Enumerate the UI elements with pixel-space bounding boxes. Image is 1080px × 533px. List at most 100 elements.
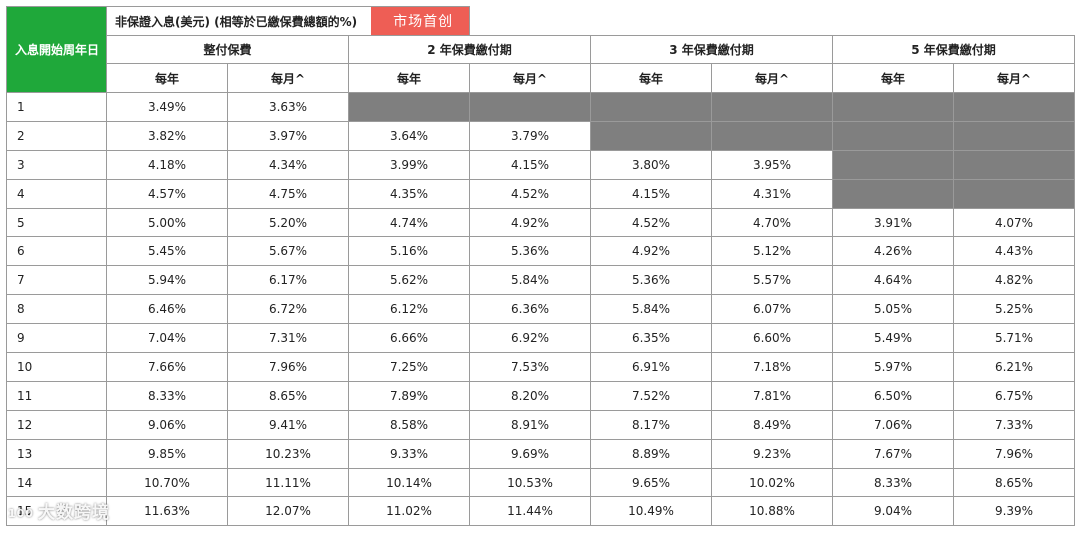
- table-row: 6 5.45% 5.67% 5.16% 5.36% 4.92% 5.12% 4.26% 4.43…: [6, 236, 1076, 267]
- not-applicable-cell: [590, 92, 712, 122]
- rate-cell: 9.41%: [227, 409, 349, 440]
- rate-cell: 4.82%: [952, 265, 1076, 296]
- group-header-2-year: 2 年保費繳付期: [348, 35, 591, 64]
- rate-cell: 3.97%: [227, 120, 349, 151]
- rate-cell: 4.34%: [227, 149, 349, 180]
- rate-cell: 9.39%: [952, 496, 1076, 527]
- row-label-anniversary: 15: [6, 496, 107, 527]
- not-applicable-cell: [832, 149, 954, 180]
- rate-cell: 4.92%: [469, 207, 591, 238]
- row-label-anniversary: 11: [6, 380, 107, 411]
- non-guaranteed-income-table: 入息開始周年日 非保證入息(美元) (相等於已繳保費總額的%) 市场首创 整付保費…: [6, 6, 1076, 527]
- rate-cell: 11.44%: [469, 496, 591, 527]
- rate-cell: 3.82%: [106, 120, 228, 151]
- rate-cell: 6.75%: [952, 380, 1076, 411]
- rate-cell: 5.84%: [469, 265, 591, 296]
- table-row: 5 5.00% 5.20% 4.74% 4.92% 4.52% 4.70% 3.91% 4.07…: [6, 207, 1076, 238]
- not-applicable-cell: [348, 92, 470, 122]
- rate-cell: 5.84%: [590, 294, 712, 325]
- rate-cell: 5.62%: [348, 265, 470, 296]
- rate-cell: 8.65%: [952, 467, 1076, 498]
- rate-cell: 6.21%: [952, 352, 1076, 382]
- rate-cell: 6.72%: [227, 294, 349, 325]
- rate-cell: 4.15%: [469, 149, 591, 180]
- rate-cell: 3.95%: [711, 149, 833, 180]
- rate-cell: 5.67%: [227, 236, 349, 267]
- rate-cell: 4.64%: [832, 265, 954, 296]
- table-title-text: 非保證入息(美元) (相等於已繳保費總額的%): [115, 14, 358, 29]
- subheader-annual: 每年: [590, 63, 712, 93]
- watermark-text: 大数跨境: [37, 503, 110, 523]
- row-label-anniversary: 9: [6, 323, 107, 354]
- rate-cell: 11.63%: [106, 496, 228, 527]
- watermark-logo-icon: 100: [8, 506, 34, 520]
- table-row: 7 5.94% 6.17% 5.62% 5.84% 5.36% 5.57% 4.64% 4.82…: [6, 265, 1076, 296]
- rate-cell: 8.33%: [106, 380, 228, 411]
- rate-cell: 7.33%: [952, 409, 1076, 440]
- table-row: 3 4.18% 4.34% 3.99% 4.15% 3.80% 3.95%: [6, 149, 1076, 180]
- row-label-anniversary: 1: [6, 92, 107, 122]
- rate-cell: 4.26%: [832, 236, 954, 267]
- rate-cell: 9.04%: [832, 496, 954, 527]
- rate-cell: 6.92%: [469, 323, 591, 354]
- table-row: 4 4.57% 4.75% 4.35% 4.52% 4.15% 4.31%: [6, 178, 1076, 209]
- rate-cell: 4.15%: [590, 178, 712, 209]
- row-label-anniversary: 14: [6, 467, 107, 498]
- rate-cell: 8.33%: [832, 467, 954, 498]
- group-header-3-year: 3 年保費繳付期: [590, 35, 833, 64]
- rate-cell: 5.36%: [590, 265, 712, 296]
- rate-cell: 9.06%: [106, 409, 228, 440]
- rate-cell: 6.91%: [590, 352, 712, 382]
- rate-cell: 11.11%: [227, 467, 349, 498]
- rate-cell: 7.53%: [469, 352, 591, 382]
- table-row: 15 11.63% 12.07% 11.02% 11.44% 10.49% 10.88% 9.…: [6, 496, 1076, 527]
- row-label-anniversary: 6: [6, 236, 107, 267]
- row-label-anniversary: 7: [6, 265, 107, 296]
- table-row: 14 10.70% 11.11% 10.14% 10.53% 9.65% 10.02% 8.3…: [6, 467, 1076, 498]
- rate-cell: 6.36%: [469, 294, 591, 325]
- rate-cell: 8.17%: [590, 409, 712, 440]
- rate-cell: 5.49%: [832, 323, 954, 354]
- rate-cell: 7.89%: [348, 380, 470, 411]
- rate-cell: 9.23%: [711, 438, 833, 469]
- table-row: 9 7.04% 7.31% 6.66% 6.92% 6.35% 6.60% 5.49% 5.71…: [6, 323, 1076, 354]
- row-label-anniversary: 2: [6, 120, 107, 151]
- table-row: 11 8.33% 8.65% 7.89% 8.20% 7.52% 7.81% 6.50% 6.7…: [6, 380, 1076, 411]
- rate-cell: 10.23%: [227, 438, 349, 469]
- group-header-5-year: 5 年保費繳付期: [831, 35, 1076, 64]
- rate-cell: 11.02%: [348, 496, 470, 527]
- rate-cell: 4.43%: [952, 236, 1076, 267]
- rate-cell: 6.60%: [711, 323, 833, 354]
- rate-cell: 8.58%: [348, 409, 470, 440]
- rate-cell: 4.35%: [348, 178, 470, 209]
- rate-cell: 5.05%: [832, 294, 954, 325]
- rate-cell: 5.12%: [711, 236, 833, 267]
- rate-cell: 4.92%: [590, 236, 712, 267]
- not-applicable-cell: [590, 120, 712, 151]
- not-applicable-cell: [952, 92, 1076, 122]
- rate-cell: 6.35%: [590, 323, 712, 354]
- title-row-blank: [468, 6, 1075, 36]
- rate-cell: 4.52%: [469, 178, 591, 209]
- rate-cell: 7.31%: [227, 323, 349, 354]
- not-applicable-cell: [832, 178, 954, 209]
- rate-cell: 9.65%: [590, 467, 712, 498]
- rate-cell: 7.66%: [106, 352, 228, 382]
- rate-cell: 4.07%: [952, 207, 1076, 238]
- table-row: 10 7.66% 7.96% 7.25% 7.53% 6.91% 7.18% 5.97% 6.2…: [6, 352, 1076, 382]
- row-label-anniversary: 5: [6, 207, 107, 238]
- rate-cell: 7.96%: [952, 438, 1076, 469]
- rate-cell: 4.18%: [106, 149, 228, 180]
- row-label-anniversary: 8: [6, 294, 107, 325]
- group-header-single-premium: 整付保費: [106, 35, 349, 64]
- rate-cell: 7.67%: [832, 438, 954, 469]
- rate-cell: 9.69%: [469, 438, 591, 469]
- rate-cell: 7.96%: [227, 352, 349, 382]
- subheader-monthly: 每月^: [952, 63, 1076, 93]
- rate-cell: 5.16%: [348, 236, 470, 267]
- subheader-monthly: 每月^: [227, 63, 349, 93]
- rate-cell: 4.75%: [227, 178, 349, 209]
- rate-cell: 7.18%: [711, 352, 833, 382]
- table-row: 8 6.46% 6.72% 6.12% 6.36% 5.84% 6.07% 5.05% 5.25…: [6, 294, 1076, 325]
- not-applicable-cell: [469, 92, 591, 122]
